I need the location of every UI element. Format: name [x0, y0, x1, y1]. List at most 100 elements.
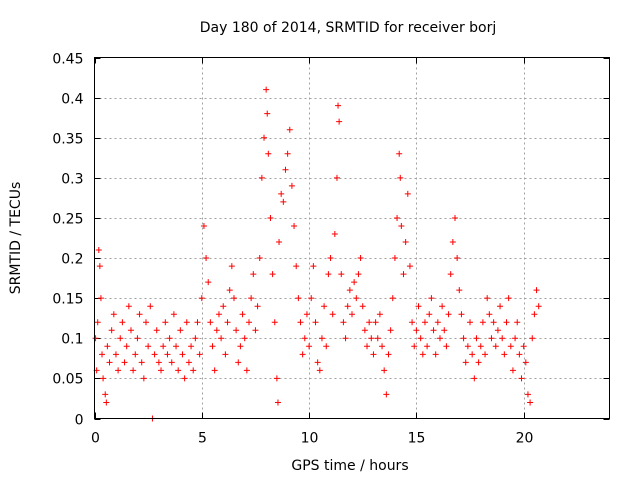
data-point: [222, 351, 229, 358]
data-point: [183, 319, 190, 326]
data-point: [164, 351, 171, 358]
y-tick-label: 0.35: [52, 132, 83, 148]
data-point: [391, 255, 398, 262]
data-point: [243, 367, 250, 374]
data-point: [482, 351, 489, 358]
data-point: [286, 126, 293, 133]
data-point: [432, 351, 439, 358]
data-point: [209, 343, 216, 350]
data-point: [424, 343, 431, 350]
data-point: [353, 295, 360, 302]
data-point: [499, 335, 506, 342]
data-point: [276, 239, 283, 246]
data-point: [497, 303, 504, 310]
data-point: [370, 351, 377, 358]
data-point: [151, 351, 158, 358]
data-point: [531, 311, 538, 318]
data-point: [524, 391, 531, 398]
data-point: [192, 335, 199, 342]
data-point: [396, 150, 403, 157]
data-point: [460, 335, 467, 342]
data-point: [325, 271, 332, 278]
data-point: [130, 367, 137, 374]
data-point: [265, 150, 272, 157]
data-point: [368, 335, 375, 342]
x-tick-label: 15: [408, 431, 426, 447]
y-tick-label: 0.4: [61, 92, 83, 108]
data-point: [336, 118, 343, 125]
data-point: [235, 359, 242, 366]
data-point: [230, 295, 237, 302]
data-point: [103, 399, 110, 406]
data-point: [374, 335, 381, 342]
data-point: [213, 327, 220, 334]
data-point: [512, 335, 519, 342]
data-point: [486, 311, 493, 318]
data-point: [527, 399, 534, 406]
data-point: [106, 359, 113, 366]
data-point: [291, 222, 298, 229]
data-point: [166, 335, 173, 342]
data-point: [454, 255, 461, 262]
data-point: [181, 375, 188, 382]
data-point: [127, 327, 134, 334]
data-point: [301, 335, 308, 342]
data-point: [246, 319, 252, 326]
data-point: [173, 343, 180, 350]
data-point: [138, 359, 145, 366]
x-tick-label: 0: [91, 431, 100, 447]
data-point: [402, 239, 409, 246]
data-point: [280, 198, 287, 205]
data-point: [321, 303, 328, 310]
data-point: [479, 319, 486, 326]
data-point: [110, 311, 117, 318]
data-point: [263, 86, 270, 93]
data-point: [331, 230, 338, 237]
data-point: [92, 335, 99, 342]
data-point: [175, 367, 182, 374]
data-point: [233, 327, 240, 334]
data-point: [509, 367, 516, 374]
data-point: [359, 303, 366, 310]
data-point: [333, 174, 340, 181]
data-point: [306, 343, 313, 350]
data-point: [168, 359, 175, 366]
data-point: [417, 335, 424, 342]
data-point: [436, 335, 443, 342]
data-point: [342, 335, 349, 342]
data-point: [261, 134, 268, 141]
data-point: [226, 287, 233, 294]
data-point: [464, 343, 471, 350]
data-point: [198, 295, 205, 302]
data-point: [492, 343, 499, 350]
data-point: [473, 335, 480, 342]
data-point: [297, 319, 304, 326]
data-point: [288, 182, 295, 189]
data-point: [207, 319, 214, 326]
data-point: [140, 375, 147, 382]
data-point: [351, 279, 358, 286]
data-point: [430, 327, 437, 334]
data-point: [134, 335, 141, 342]
data-point: [355, 271, 362, 278]
data-point: [239, 311, 246, 318]
data-point: [415, 303, 422, 310]
data-point: [406, 263, 413, 270]
data-point: [143, 319, 149, 326]
data-point: [158, 367, 165, 374]
data-point: [346, 287, 353, 294]
data-point: [237, 343, 244, 350]
data-point: [469, 351, 476, 358]
plot-frame: [94, 57, 610, 419]
x-tick-label: 20: [516, 431, 534, 447]
data-point: [398, 222, 405, 229]
data-point: [112, 351, 119, 358]
data-point: [162, 319, 169, 326]
data-point: [389, 295, 396, 302]
data-point: [190, 367, 197, 374]
data-point: [462, 359, 469, 366]
data-point: [335, 102, 342, 109]
data-point: [439, 303, 446, 310]
data-point: [456, 287, 463, 294]
data-point: [381, 367, 388, 374]
